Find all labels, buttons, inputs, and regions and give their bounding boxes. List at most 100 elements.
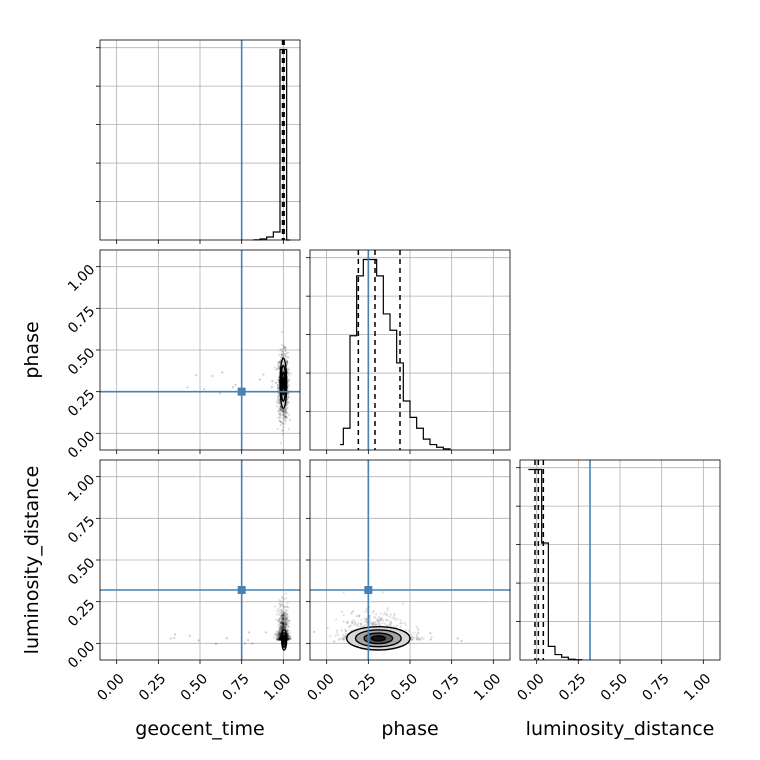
sample-point xyxy=(282,413,285,416)
sample-point xyxy=(281,616,284,619)
sample-point xyxy=(275,632,278,635)
sample-point xyxy=(279,627,282,630)
sample-point xyxy=(286,629,290,632)
sample-point xyxy=(278,637,282,641)
sample-point xyxy=(280,625,283,629)
sample-point xyxy=(281,623,284,627)
sample-point xyxy=(277,620,281,623)
sample-point xyxy=(283,616,286,619)
sample-point xyxy=(280,627,283,631)
sample-point xyxy=(281,627,285,630)
sample-point xyxy=(281,625,285,628)
sample-point xyxy=(416,638,420,641)
sample-point xyxy=(286,371,289,374)
sample-point xyxy=(285,403,289,406)
sample-point xyxy=(279,626,282,630)
sample-point xyxy=(279,349,282,352)
sample-point xyxy=(264,631,267,634)
sample-point xyxy=(344,633,348,636)
sample-point xyxy=(287,379,290,382)
sample-point xyxy=(278,417,281,420)
sample-point xyxy=(282,618,285,621)
sample-point xyxy=(281,429,284,432)
sample-point xyxy=(283,611,286,614)
sample-point xyxy=(221,371,224,374)
sample-point xyxy=(276,405,279,408)
sample-point xyxy=(277,410,280,413)
sample-point xyxy=(278,360,282,364)
sample-point xyxy=(287,606,290,609)
sample-point xyxy=(247,638,250,642)
sample-point xyxy=(278,361,281,364)
sample-point xyxy=(285,628,289,631)
sample-point xyxy=(277,623,281,626)
sample-point xyxy=(287,637,290,640)
sample-point xyxy=(277,386,280,390)
sample-point xyxy=(335,631,338,634)
sample-point xyxy=(286,629,289,632)
sample-point xyxy=(283,614,286,617)
sample-point xyxy=(393,616,396,619)
sample-point xyxy=(282,613,286,616)
x-tick-label: 0.75 xyxy=(219,671,252,704)
x-tick-label: 0.75 xyxy=(639,671,672,704)
sample-point xyxy=(386,607,389,610)
sample-point xyxy=(285,361,289,365)
sample-point xyxy=(277,630,280,633)
sample-point xyxy=(279,629,282,633)
sample-point xyxy=(281,614,284,617)
sample-point xyxy=(348,625,351,628)
sample-point xyxy=(282,625,285,628)
sample-point xyxy=(287,625,290,628)
sample-point xyxy=(286,367,290,370)
sample-point xyxy=(281,623,284,626)
sample-point xyxy=(417,637,420,640)
sample-point xyxy=(279,408,282,411)
sample-point xyxy=(286,623,289,626)
sample-point xyxy=(286,632,290,635)
sample-point xyxy=(383,622,386,625)
sample-point xyxy=(388,623,391,626)
sample-point xyxy=(281,410,285,413)
sample-point xyxy=(280,626,283,629)
sample-point xyxy=(283,619,286,622)
sample-point xyxy=(278,632,281,635)
sample-point xyxy=(277,364,281,367)
sample-point xyxy=(279,615,283,618)
y-tick-label: 0.75 xyxy=(65,303,98,336)
sample-point xyxy=(279,632,282,636)
sample-point xyxy=(279,633,282,636)
sample-point xyxy=(248,631,251,634)
sample-point xyxy=(277,633,280,636)
sample-point xyxy=(287,372,290,375)
sample-point xyxy=(278,420,281,423)
sample-point xyxy=(335,629,339,632)
sample-point xyxy=(280,608,283,611)
sample-point xyxy=(284,615,287,618)
sample-point xyxy=(279,636,282,639)
sample-point xyxy=(276,367,279,370)
sample-point xyxy=(282,627,285,630)
sample-point xyxy=(281,617,284,620)
sample-point xyxy=(399,619,402,622)
sample-point xyxy=(276,609,279,612)
sample-point xyxy=(284,625,287,628)
sample-point xyxy=(284,411,287,414)
sample-point xyxy=(197,639,200,642)
density-contour xyxy=(370,635,387,642)
sample-point xyxy=(277,364,280,367)
sample-point xyxy=(281,600,284,603)
sample-point xyxy=(277,636,280,639)
sample-point xyxy=(282,617,285,620)
sample-point xyxy=(357,622,360,625)
sample-point xyxy=(278,635,281,638)
sample-point xyxy=(365,619,368,622)
sample-point xyxy=(285,624,288,627)
sample-point xyxy=(277,379,280,382)
sample-point xyxy=(351,620,354,623)
sample-point xyxy=(282,614,285,617)
sample-point xyxy=(280,353,283,356)
sample-point xyxy=(279,625,282,628)
sample-point xyxy=(282,614,286,617)
sample-point xyxy=(211,374,214,378)
